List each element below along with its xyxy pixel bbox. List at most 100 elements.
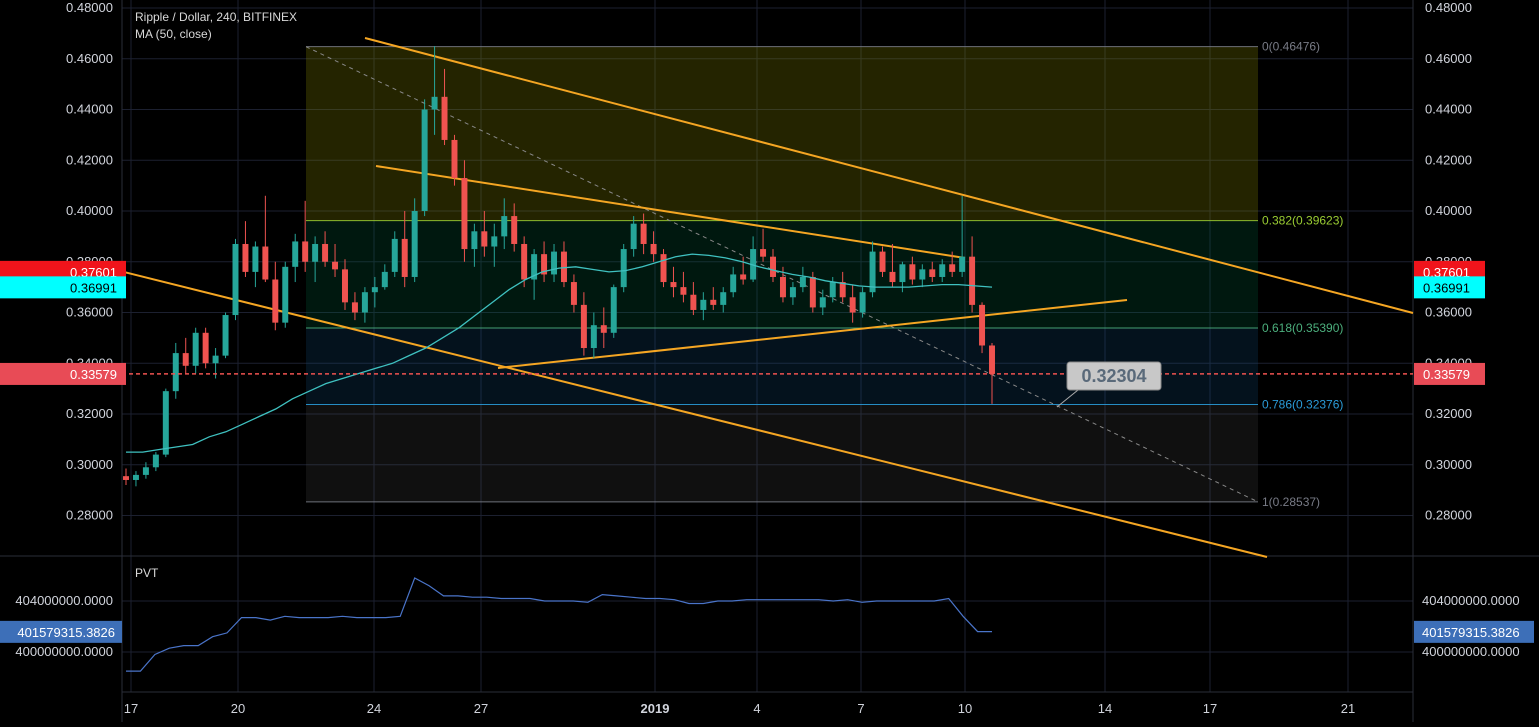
candle-body xyxy=(401,238,408,277)
candle-body xyxy=(660,254,667,283)
candle-body xyxy=(481,231,488,247)
candle-body xyxy=(162,391,169,455)
candle-body xyxy=(332,261,339,270)
callout-pointer xyxy=(1056,389,1079,408)
price-badge-left-value: 0.33579 xyxy=(70,367,117,382)
y-tick-label-left: 0.28000 xyxy=(66,508,113,523)
candle-body xyxy=(730,274,737,293)
ma-indicator-label: MA (50, close) xyxy=(135,27,212,41)
x-tick-label: 4 xyxy=(753,701,760,716)
candle-body xyxy=(471,231,478,250)
fib-level-label: 0.786(0.32376) xyxy=(1262,397,1343,411)
candle-body xyxy=(750,249,757,280)
candle-body xyxy=(431,96,438,110)
candle-body xyxy=(600,325,607,333)
candle-body xyxy=(212,355,219,364)
candle-body xyxy=(202,332,209,364)
candle-body xyxy=(849,297,856,313)
candle-body xyxy=(411,211,418,277)
x-tick-label: 17 xyxy=(124,701,138,716)
fib-zone xyxy=(306,46,1258,221)
candle-body xyxy=(889,271,896,283)
price-badge-left-value: 0.36991 xyxy=(70,280,117,295)
candle-body xyxy=(292,241,299,267)
pvt-indicator-label: PVT xyxy=(135,566,159,580)
candle-body xyxy=(491,236,498,247)
price-badge-left-value: 0.37601 xyxy=(70,265,117,280)
candle-body xyxy=(959,256,966,272)
x-tick-label: 27 xyxy=(474,701,488,716)
y-tick-label-right: 0.42000 xyxy=(1425,152,1472,167)
candle-body xyxy=(560,251,567,283)
candle-body xyxy=(610,287,617,333)
candle-body xyxy=(182,353,189,366)
ma-line xyxy=(126,253,993,453)
fib-zone xyxy=(306,220,1258,328)
chart-legend: Ripple / Dollar, 240, BITFINEX MA (50, c… xyxy=(135,9,297,43)
candle-body xyxy=(351,302,358,313)
trend-line xyxy=(123,271,1268,558)
y-tick-label-right: 0.46000 xyxy=(1425,51,1472,66)
candle-body xyxy=(839,282,846,298)
y-tick-label-right: 0.30000 xyxy=(1425,457,1472,472)
y-tick-label-left: 0.30000 xyxy=(66,457,113,472)
y-tick-label-left: 0.48000 xyxy=(66,0,113,15)
candle-body xyxy=(949,264,956,272)
candle-body xyxy=(909,264,916,280)
candle-body xyxy=(650,243,657,255)
candle-body xyxy=(222,315,229,356)
price-badge-right-value: 0.33579 xyxy=(1423,367,1470,382)
candle-body xyxy=(312,243,319,262)
fib-level-label: 0.382(0.39623) xyxy=(1262,214,1343,228)
price-callout: 0.32304 xyxy=(1056,361,1162,408)
candle-body xyxy=(361,292,368,313)
trend-line xyxy=(497,299,1128,369)
candle-body xyxy=(521,243,528,280)
candle-body xyxy=(700,299,707,310)
y-tick-label-right: 0.48000 xyxy=(1425,0,1472,15)
candle-body xyxy=(789,287,796,298)
candle-body xyxy=(421,109,428,211)
pvt-line xyxy=(126,577,992,672)
candle-body xyxy=(779,276,786,298)
y-tick-label-left: 0.40000 xyxy=(66,203,113,218)
candle-body xyxy=(720,292,727,305)
candle-body xyxy=(819,297,826,308)
candle-body xyxy=(809,276,816,308)
price-badge-right-value: 0.37601 xyxy=(1423,265,1470,280)
candle-body xyxy=(541,254,548,275)
candle-body xyxy=(441,96,448,140)
y-tick-label-right: 0.44000 xyxy=(1425,102,1472,117)
candle-body xyxy=(461,178,468,250)
pvt-badge-right-value: 401579315.3826 xyxy=(1422,625,1520,640)
candle-body xyxy=(252,246,259,272)
fib-level-label: 1(0.28537) xyxy=(1262,495,1320,509)
candle-body xyxy=(451,139,458,179)
candle-body xyxy=(670,282,677,288)
trend-line xyxy=(375,165,966,259)
pvt-tick-label-right: 400000000.0000 xyxy=(1422,644,1520,659)
candle-body xyxy=(879,251,886,272)
candle-body xyxy=(551,251,558,275)
y-tick-label-left: 0.42000 xyxy=(66,152,113,167)
trend-line xyxy=(364,37,1414,314)
x-tick-label: 24 xyxy=(367,701,381,716)
price-badge-left xyxy=(0,276,126,299)
candle-body xyxy=(132,474,139,480)
candle-body xyxy=(869,251,876,293)
candle-body xyxy=(590,325,597,349)
chart-title: Ripple / Dollar, 240, BITFINEX xyxy=(135,10,298,24)
candle-body xyxy=(242,243,249,272)
price-badge-right xyxy=(1414,362,1485,385)
pvt-tick-label-right: 404000000.0000 xyxy=(1422,593,1520,608)
candle-body xyxy=(123,476,129,480)
callout-value: 0.32304 xyxy=(1081,366,1146,386)
x-tick-label: 14 xyxy=(1098,701,1112,716)
y-tick-label-left: 0.36000 xyxy=(66,305,113,320)
price-badge-right xyxy=(1414,276,1485,299)
candle-body xyxy=(620,249,627,288)
pvt-tick-label-left: 400000000.0000 xyxy=(15,644,113,659)
y-tick-label-left: 0.32000 xyxy=(66,406,113,421)
